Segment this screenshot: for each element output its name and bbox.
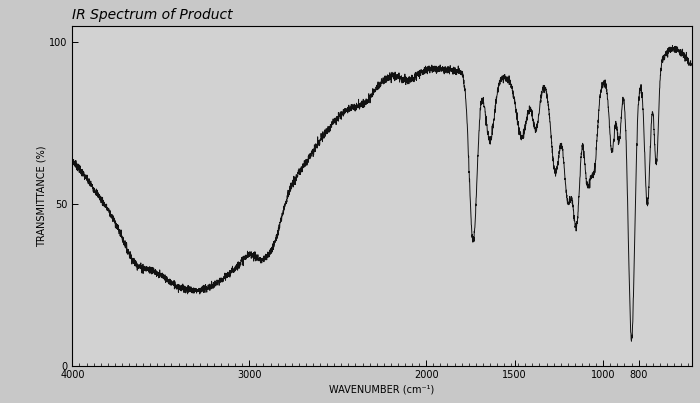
X-axis label: WAVENUMBER (cm⁻¹): WAVENUMBER (cm⁻¹) (330, 385, 435, 395)
Y-axis label: TRANSMITTANCE (%): TRANSMITTANCE (%) (36, 145, 46, 247)
Text: IR Spectrum of Product: IR Spectrum of Product (72, 8, 233, 22)
